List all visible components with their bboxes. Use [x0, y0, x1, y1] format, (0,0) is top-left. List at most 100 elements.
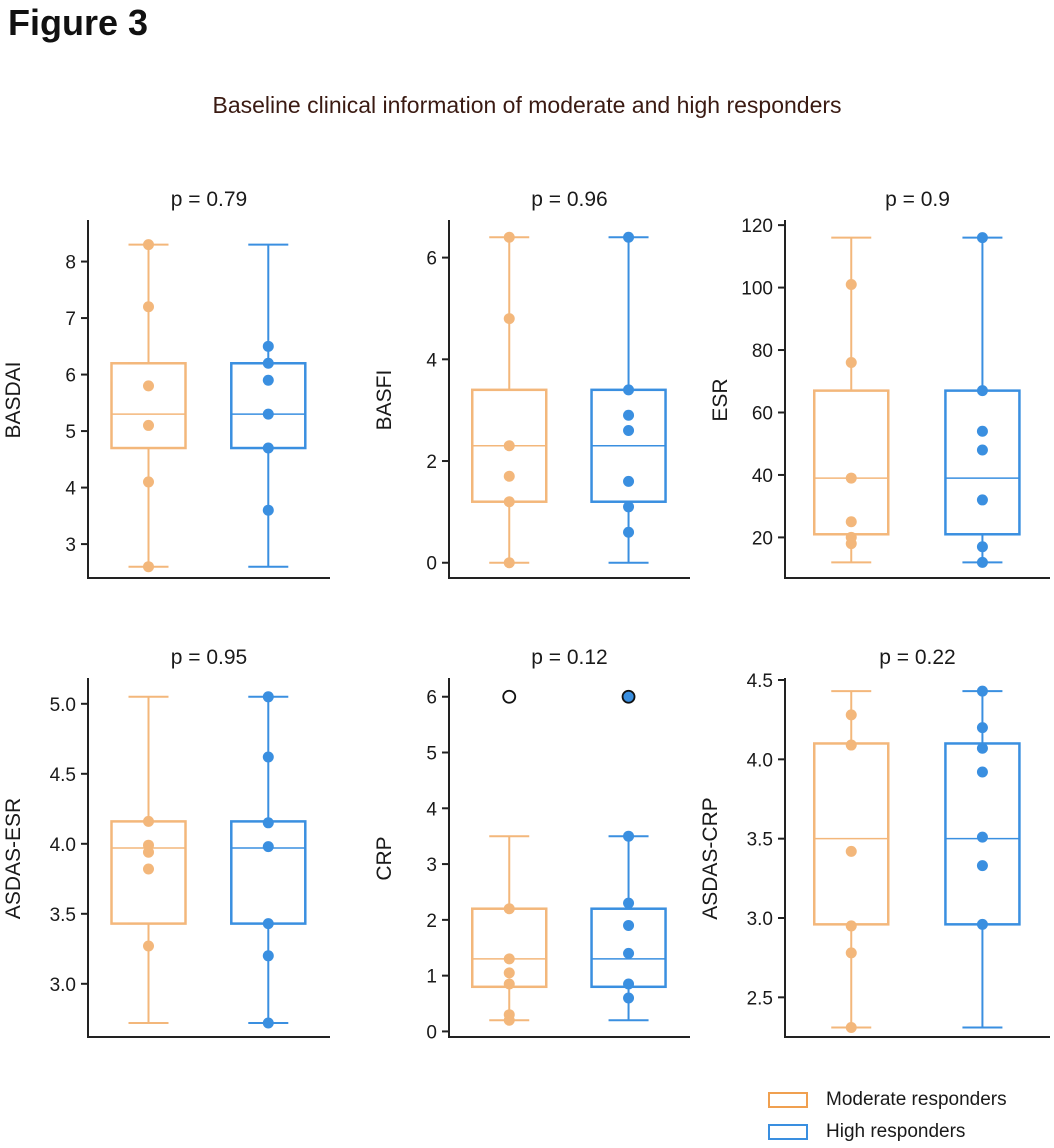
figure-title: Baseline clinical information of moderat…: [212, 92, 842, 118]
data-point: [262, 442, 274, 454]
legend-swatch-moderate: [768, 1092, 808, 1108]
y-tick-label: 20: [752, 528, 773, 549]
data-point: [503, 953, 515, 965]
data-point: [623, 897, 635, 909]
data-point: [503, 557, 515, 569]
panel-title: p = 0.96: [531, 188, 607, 211]
panel-basfi: 0 2 4 6 p = 0.96 BASFI: [373, 188, 690, 579]
box-high: [230, 691, 307, 1029]
data-point: [976, 831, 988, 843]
data-point: [976, 556, 988, 568]
data-point: [845, 709, 857, 721]
data-point: [262, 374, 274, 386]
data-point: [623, 384, 635, 396]
box-high: [230, 243, 307, 568]
y-tick-label: 2: [426, 452, 437, 473]
panel-title: p = 0.22: [879, 646, 955, 669]
y-axis-label: BASFI: [373, 370, 396, 431]
box-high: [944, 232, 1021, 568]
data-point: [845, 739, 857, 751]
y-tick-label: 3.0: [50, 975, 76, 996]
data-point: [976, 860, 988, 872]
data-point: [976, 385, 988, 397]
data-point: [976, 541, 988, 553]
y-axis-label: ASDAS-CRP: [699, 797, 722, 920]
y-tick-label: 3.0: [747, 909, 773, 930]
data-point: [623, 475, 635, 487]
panel-asdas-esr: 3.0 3.5 4.0 4.5 5.0 p = 0.95 ASDAS-ESR: [2, 646, 330, 1038]
y-tick-label: 3: [65, 535, 76, 556]
data-point: [262, 357, 274, 369]
panel-title: p = 0.9: [885, 188, 950, 211]
data-point: [262, 340, 274, 352]
y-tick-label: 4.5: [50, 765, 76, 786]
data-point: [976, 425, 988, 437]
data-point: [503, 231, 515, 243]
panel-crp: 0 1 2 3 4 5 6 p = 0.12 CRP: [373, 646, 690, 1043]
data-point: [845, 472, 857, 484]
legend-label-moderate: Moderate responders: [826, 1089, 1007, 1110]
y-tick-label: 4.0: [747, 750, 773, 771]
data-point: [976, 685, 988, 697]
data-point: [623, 978, 635, 990]
y-tick-label: 7: [65, 309, 76, 330]
data-point: [262, 691, 274, 703]
panel-title: p = 0.12: [531, 646, 607, 669]
data-point: [262, 751, 274, 763]
data-point: [976, 494, 988, 506]
data-point: [623, 919, 635, 931]
data-point: [976, 722, 988, 734]
iqr-box: [944, 389, 1021, 536]
data-point: [623, 231, 635, 243]
data-point: [262, 1017, 274, 1029]
data-point: [503, 470, 515, 482]
legend-item-high: High responders: [768, 1116, 1007, 1148]
data-point: [976, 232, 988, 244]
y-tick-label: 1: [426, 967, 437, 988]
box-moderate: [110, 695, 187, 1024]
legend-item-moderate: Moderate responders: [768, 1084, 1007, 1116]
data-point: [143, 940, 154, 952]
data-point: [623, 409, 635, 421]
box-moderate: [110, 239, 187, 573]
data-point: [845, 947, 857, 959]
data-point: [143, 815, 154, 827]
box-moderate: [471, 835, 548, 1026]
data-point: [503, 903, 515, 915]
legend-swatch-high: [768, 1124, 808, 1140]
data-point: [503, 313, 515, 325]
data-point: [262, 817, 274, 829]
y-tick-label: 60: [752, 403, 773, 424]
outlier-point: [621, 689, 636, 704]
y-axis-label: ESR: [709, 378, 732, 421]
y-axis-label: CRP: [373, 836, 396, 880]
data-point: [845, 278, 857, 290]
data-point: [503, 440, 515, 452]
y-tick-label: 0: [426, 554, 437, 575]
y-tick-label: 5: [426, 744, 437, 765]
data-point: [143, 419, 154, 431]
legend: Moderate responders High responders: [768, 1084, 1007, 1148]
data-point: [623, 501, 635, 513]
y-tick-label: 40: [752, 466, 773, 487]
iqr-box: [230, 820, 307, 925]
panel-esr: 20 40 60 80 100 120 p = 0.9 ESR: [709, 188, 1050, 579]
data-point: [503, 1009, 515, 1021]
y-tick-label: 4.0: [50, 835, 76, 856]
box-high: [590, 231, 667, 564]
panel-basdai: 3 4 5 6 7 8 p = 0.79 BASDAI: [2, 188, 330, 579]
data-point: [143, 863, 154, 875]
y-tick-label: 120: [741, 216, 773, 237]
data-point: [503, 496, 515, 508]
data-point: [143, 301, 154, 313]
data-point: [845, 1021, 857, 1033]
data-point: [976, 918, 988, 930]
box-high: [944, 685, 1021, 1029]
y-axis-label: BASDAI: [2, 361, 25, 438]
data-point: [845, 357, 857, 369]
data-point: [623, 947, 635, 959]
data-point: [623, 830, 635, 842]
iqr-box: [110, 362, 187, 450]
iqr-box: [813, 389, 890, 536]
